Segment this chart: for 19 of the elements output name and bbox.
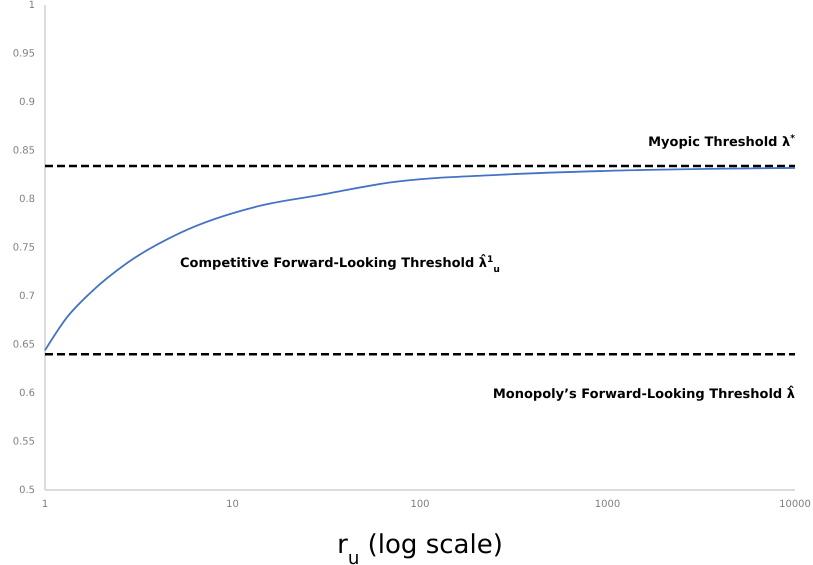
y-tick-label: 0.95: [12, 48, 35, 60]
y-tick-label: 1: [28, 0, 35, 12]
y-tick-label: 0.8: [19, 194, 35, 206]
y-tick-label: 0.75: [12, 242, 35, 254]
x-tick-label: 10000: [779, 499, 811, 510]
x-tick-label: 1000: [594, 499, 620, 510]
y-tick-label: 0.9: [19, 97, 35, 108]
y-tick-label: 0.65: [12, 340, 35, 351]
y-tick-label: 0.5: [19, 485, 35, 496]
x-axis-title: r$_{u}$ (log scale): [337, 530, 503, 565]
y-tick-label: 0.55: [12, 436, 35, 448]
ref-line-label: Monopoly’s Forward-Looking Threshold λ̂: [492, 384, 795, 402]
y-tick-label: 0.85: [12, 146, 35, 157]
x-tick-label: 100: [410, 499, 430, 510]
y-tick-label: 0.7: [19, 291, 35, 302]
x-tick-label: 10: [226, 499, 239, 510]
x-tick-label: 1: [42, 499, 48, 510]
ref-line-label: Myopic Threshold λ$^{*}$: [648, 134, 796, 150]
y-tick-label: 0.6: [19, 388, 35, 400]
